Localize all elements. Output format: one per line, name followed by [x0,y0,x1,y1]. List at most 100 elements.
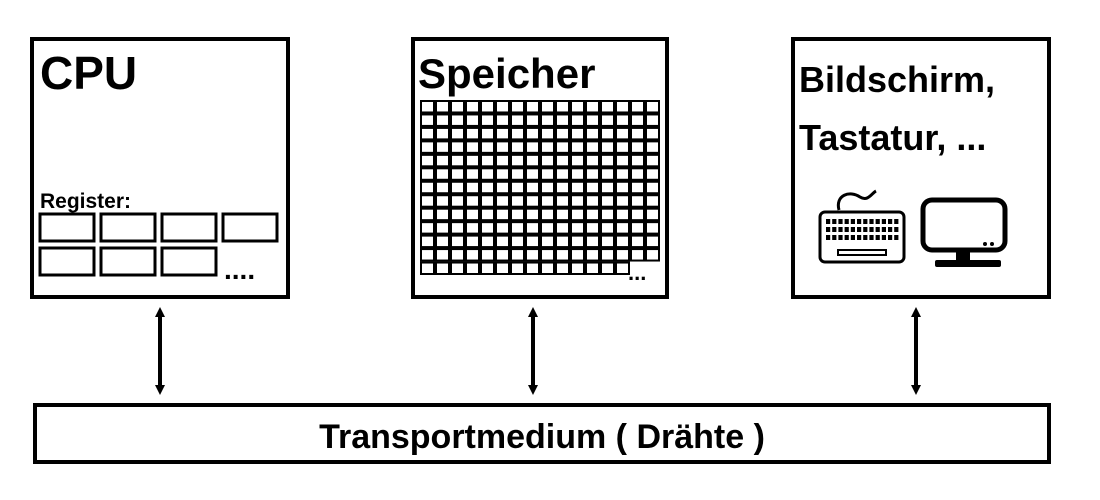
memory-cell [482,250,493,260]
memory-cell [587,209,598,220]
memory-cell [572,169,583,179]
memory-cell [452,182,463,193]
memory-cell [422,102,433,112]
memory-cell [617,209,628,220]
memory-cell [452,142,463,152]
memory-cell [542,102,553,112]
memory-cell [572,115,583,125]
memory-cell [647,102,658,112]
memory-cell [422,128,433,139]
memory-title: Speicher [418,50,595,97]
memory-cell [587,223,598,233]
memory-cell [572,223,583,233]
memory-cell [422,182,433,193]
memory-grid [420,100,660,275]
memory-cell [452,115,463,125]
memory-cell [587,236,598,247]
memory-cell [617,196,628,206]
memory-cell [467,155,478,166]
memory-cell [617,115,628,125]
memory-cell [602,142,613,152]
memory-cell [647,128,658,139]
memory-cell [512,128,523,139]
memory-cell [557,128,568,139]
memory-cell [542,263,553,273]
register-cell [160,212,218,243]
memory-cell [557,223,568,233]
memory-cell [467,182,478,193]
memory-cell [467,223,478,233]
memory-cell [497,223,508,233]
memory-cell [527,128,538,139]
memory-cell [647,169,658,179]
memory-cell [542,115,553,125]
memory-cell [572,182,583,193]
memory-cell [542,128,553,139]
memory-cell [617,169,628,179]
memory-cell [602,115,613,125]
memory-cell [557,169,568,179]
io-title-line1: Bildschirm, [799,59,995,100]
register-cell [99,246,157,277]
memory-cell [602,155,613,166]
memory-cell [512,169,523,179]
register-label: Register: [40,190,131,213]
memory-cell [617,128,628,139]
memory-cell [647,115,658,125]
memory-cell [572,102,583,112]
memory-cell [557,209,568,220]
memory-cell [617,155,628,166]
memory-cell [482,182,493,193]
memory-cell [512,155,523,166]
memory-cell [557,196,568,206]
memory-cell [647,236,658,247]
register-cell [221,212,279,243]
memory-cell [572,209,583,220]
memory-cell [422,115,433,125]
memory-cell [647,142,658,152]
memory-cell [557,142,568,152]
memory-cell [422,169,433,179]
memory-cell [512,250,523,260]
memory-cell [467,142,478,152]
memory-cell [602,209,613,220]
memory-cell [437,142,448,152]
memory-cell [602,182,613,193]
memory-cell [617,182,628,193]
memory-cell [437,196,448,206]
memory-cell [512,223,523,233]
memory-cell [437,102,448,112]
memory-cell [482,128,493,139]
memory-cell [482,223,493,233]
memory-cell [557,182,568,193]
memory-cell [467,263,478,273]
memory-cell [527,182,538,193]
memory-cell [617,102,628,112]
memory-cell [557,263,568,273]
memory-cell [542,155,553,166]
memory-cell [497,196,508,206]
memory-cell [557,115,568,125]
memory-cell [647,196,658,206]
memory-cell [542,142,553,152]
register-cell [160,246,218,277]
memory-cell [542,169,553,179]
memory-cell [452,223,463,233]
memory-cell [587,155,598,166]
memory-cell [572,263,583,273]
memory-cell [602,250,613,260]
memory-cell [467,102,478,112]
keyboard-icon [818,189,906,264]
memory-cell [497,142,508,152]
memory-cell [512,236,523,247]
memory-cell [437,236,448,247]
memory-cell [632,182,643,193]
memory-cell [617,250,628,260]
memory-cell [647,182,658,193]
memory-cell [452,102,463,112]
memory-cell [632,236,643,247]
memory-cell [527,236,538,247]
memory-cell [452,250,463,260]
memory-cell [437,209,448,220]
